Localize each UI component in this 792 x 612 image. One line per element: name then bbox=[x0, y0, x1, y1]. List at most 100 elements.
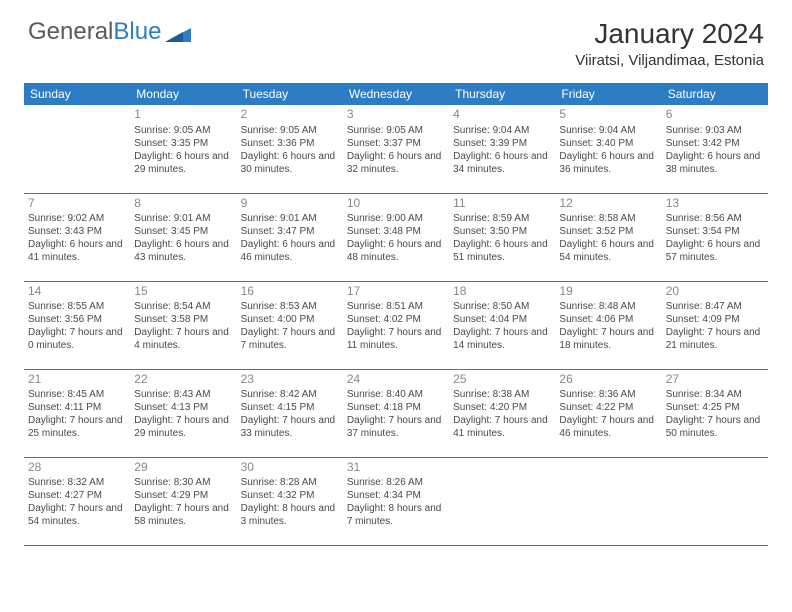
day-number: 9 bbox=[241, 196, 339, 212]
sunset-line: Sunset: 4:25 PM bbox=[666, 401, 764, 414]
calendar-day-cell bbox=[449, 457, 555, 545]
calendar-day-cell: 7Sunrise: 9:02 AMSunset: 3:43 PMDaylight… bbox=[24, 193, 130, 281]
calendar-day-cell: 20Sunrise: 8:47 AMSunset: 4:09 PMDayligh… bbox=[662, 281, 768, 369]
calendar-day-cell: 6Sunrise: 9:03 AMSunset: 3:42 PMDaylight… bbox=[662, 105, 768, 193]
sunrise-line: Sunrise: 9:00 AM bbox=[347, 212, 445, 225]
title-block: January 2024 Viiratsi, Viljandimaa, Esto… bbox=[575, 18, 764, 69]
sunrise-line: Sunrise: 8:55 AM bbox=[28, 300, 126, 313]
day-number: 23 bbox=[241, 372, 339, 388]
daylight-line: Daylight: 7 hours and 4 minutes. bbox=[134, 326, 232, 352]
calendar-day-cell: 13Sunrise: 8:56 AMSunset: 3:54 PMDayligh… bbox=[662, 193, 768, 281]
daylight-line: Daylight: 6 hours and 51 minutes. bbox=[453, 238, 551, 264]
logo: GeneralBlue bbox=[28, 18, 191, 46]
day-number: 29 bbox=[134, 460, 232, 476]
day-number: 11 bbox=[453, 196, 551, 212]
sunset-line: Sunset: 4:34 PM bbox=[347, 489, 445, 502]
day-number: 2 bbox=[241, 107, 339, 123]
daylight-line: Daylight: 7 hours and 7 minutes. bbox=[241, 326, 339, 352]
sunrise-line: Sunrise: 8:32 AM bbox=[28, 476, 126, 489]
sunrise-line: Sunrise: 8:36 AM bbox=[559, 388, 657, 401]
sunset-line: Sunset: 3:52 PM bbox=[559, 225, 657, 238]
sunset-line: Sunset: 4:06 PM bbox=[559, 313, 657, 326]
daylight-line: Daylight: 6 hours and 48 minutes. bbox=[347, 238, 445, 264]
sunrise-line: Sunrise: 9:01 AM bbox=[134, 212, 232, 225]
daylight-line: Daylight: 6 hours and 29 minutes. bbox=[134, 150, 232, 176]
day-number: 22 bbox=[134, 372, 232, 388]
calendar-day-cell: 8Sunrise: 9:01 AMSunset: 3:45 PMDaylight… bbox=[130, 193, 236, 281]
calendar-day-cell: 2Sunrise: 9:05 AMSunset: 3:36 PMDaylight… bbox=[237, 105, 343, 193]
daylight-line: Daylight: 6 hours and 36 minutes. bbox=[559, 150, 657, 176]
calendar-day-cell: 28Sunrise: 8:32 AMSunset: 4:27 PMDayligh… bbox=[24, 457, 130, 545]
day-number: 3 bbox=[347, 107, 445, 123]
sunset-line: Sunset: 4:04 PM bbox=[453, 313, 551, 326]
day-number: 21 bbox=[28, 372, 126, 388]
calendar-day-cell: 12Sunrise: 8:58 AMSunset: 3:52 PMDayligh… bbox=[555, 193, 661, 281]
sunset-line: Sunset: 4:15 PM bbox=[241, 401, 339, 414]
sunrise-line: Sunrise: 8:48 AM bbox=[559, 300, 657, 313]
daylight-line: Daylight: 6 hours and 54 minutes. bbox=[559, 238, 657, 264]
sunrise-line: Sunrise: 9:05 AM bbox=[134, 124, 232, 137]
sunset-line: Sunset: 4:09 PM bbox=[666, 313, 764, 326]
daylight-line: Daylight: 8 hours and 3 minutes. bbox=[241, 502, 339, 528]
sunrise-line: Sunrise: 9:01 AM bbox=[241, 212, 339, 225]
sunrise-line: Sunrise: 8:45 AM bbox=[28, 388, 126, 401]
sunset-line: Sunset: 3:42 PM bbox=[666, 137, 764, 150]
day-number: 10 bbox=[347, 196, 445, 212]
calendar-day-cell: 17Sunrise: 8:51 AMSunset: 4:02 PMDayligh… bbox=[343, 281, 449, 369]
sunset-line: Sunset: 3:40 PM bbox=[559, 137, 657, 150]
daylight-line: Daylight: 7 hours and 37 minutes. bbox=[347, 414, 445, 440]
day-number: 7 bbox=[28, 196, 126, 212]
sunrise-line: Sunrise: 8:50 AM bbox=[453, 300, 551, 313]
day-number: 30 bbox=[241, 460, 339, 476]
sunrise-line: Sunrise: 9:02 AM bbox=[28, 212, 126, 225]
calendar-day-cell: 25Sunrise: 8:38 AMSunset: 4:20 PMDayligh… bbox=[449, 369, 555, 457]
day-number: 14 bbox=[28, 284, 126, 300]
sunset-line: Sunset: 3:35 PM bbox=[134, 137, 232, 150]
day-number: 26 bbox=[559, 372, 657, 388]
calendar-day-cell: 14Sunrise: 8:55 AMSunset: 3:56 PMDayligh… bbox=[24, 281, 130, 369]
calendar-day-cell: 3Sunrise: 9:05 AMSunset: 3:37 PMDaylight… bbox=[343, 105, 449, 193]
calendar-day-cell: 5Sunrise: 9:04 AMSunset: 3:40 PMDaylight… bbox=[555, 105, 661, 193]
sunrise-line: Sunrise: 8:54 AM bbox=[134, 300, 232, 313]
daylight-line: Daylight: 7 hours and 25 minutes. bbox=[28, 414, 126, 440]
calendar-day-cell: 11Sunrise: 8:59 AMSunset: 3:50 PMDayligh… bbox=[449, 193, 555, 281]
sunset-line: Sunset: 3:39 PM bbox=[453, 137, 551, 150]
sunset-line: Sunset: 3:48 PM bbox=[347, 225, 445, 238]
calendar-week-row: 7Sunrise: 9:02 AMSunset: 3:43 PM Daylight… bbox=[24, 193, 768, 281]
day-number: 4 bbox=[453, 107, 551, 123]
sunset-line: Sunset: 4:13 PM bbox=[134, 401, 232, 414]
sunset-line: Sunset: 4:27 PM bbox=[28, 489, 126, 502]
daylight-line: Daylight: 7 hours and 29 minutes. bbox=[134, 414, 232, 440]
sunset-line: Sunset: 4:32 PM bbox=[241, 489, 339, 502]
sunset-line: Sunset: 4:20 PM bbox=[453, 401, 551, 414]
sunrise-line: Sunrise: 8:40 AM bbox=[347, 388, 445, 401]
daylight-line: Daylight: 6 hours and 57 minutes. bbox=[666, 238, 764, 264]
calendar-day-cell bbox=[555, 457, 661, 545]
calendar-day-cell: 19Sunrise: 8:48 AMSunset: 4:06 PMDayligh… bbox=[555, 281, 661, 369]
day-number: 19 bbox=[559, 284, 657, 300]
day-number: 28 bbox=[28, 460, 126, 476]
sunset-line: Sunset: 4:29 PM bbox=[134, 489, 232, 502]
calendar-body: 1Sunrise: 9:05 AMSunset: 3:35 PMDaylight… bbox=[24, 105, 768, 545]
sunrise-line: Sunrise: 9:05 AM bbox=[241, 124, 339, 137]
calendar-day-cell bbox=[662, 457, 768, 545]
sunset-line: Sunset: 3:45 PM bbox=[134, 225, 232, 238]
calendar-day-cell: 23Sunrise: 8:42 AMSunset: 4:15 PMDayligh… bbox=[237, 369, 343, 457]
header: GeneralBlue January 2024 Viiratsi, Vilja… bbox=[0, 0, 792, 77]
daylight-line: Daylight: 8 hours and 7 minutes. bbox=[347, 502, 445, 528]
calendar-day-cell: 18Sunrise: 8:50 AMSunset: 4:04 PMDayligh… bbox=[449, 281, 555, 369]
sunset-line: Sunset: 3:58 PM bbox=[134, 313, 232, 326]
calendar-day-cell bbox=[24, 105, 130, 193]
sunrise-line: Sunrise: 8:30 AM bbox=[134, 476, 232, 489]
calendar-day-cell: 27Sunrise: 8:34 AMSunset: 4:25 PMDayligh… bbox=[662, 369, 768, 457]
weekday-header: Tuesday bbox=[237, 83, 343, 105]
daylight-line: Daylight: 7 hours and 14 minutes. bbox=[453, 326, 551, 352]
sunset-line: Sunset: 3:43 PM bbox=[28, 225, 126, 238]
daylight-line: Daylight: 7 hours and 33 minutes. bbox=[241, 414, 339, 440]
weekday-header: Sunday bbox=[24, 83, 130, 105]
calendar-day-cell: 30Sunrise: 8:28 AMSunset: 4:32 PMDayligh… bbox=[237, 457, 343, 545]
daylight-line: Daylight: 7 hours and 54 minutes. bbox=[28, 502, 126, 528]
sunrise-line: Sunrise: 8:28 AM bbox=[241, 476, 339, 489]
logo-text-1: General bbox=[28, 18, 113, 46]
day-number: 6 bbox=[666, 107, 764, 123]
